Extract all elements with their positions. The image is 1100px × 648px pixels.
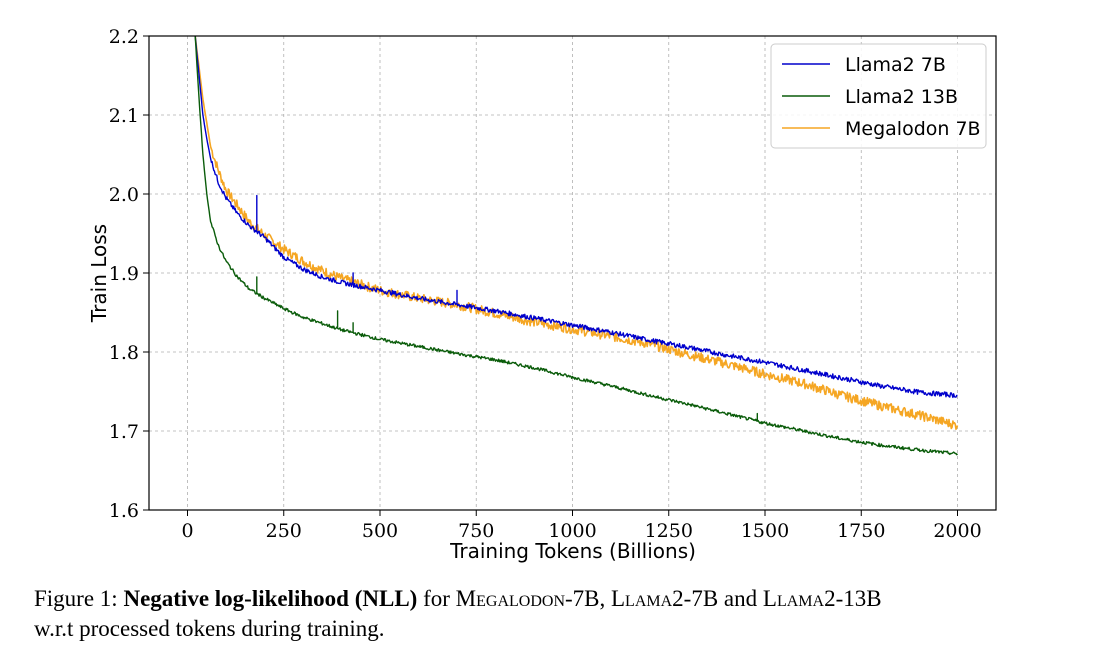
caption-text: 2-13B xyxy=(824,586,882,611)
x-tick-label: 250 xyxy=(266,520,302,542)
legend-label: Llama2 13B xyxy=(845,86,958,108)
caption-megalodon: Megalodon xyxy=(455,586,565,611)
tick-marks: 0 250 500 750 1000 1250 1500 1750 2000 1.6 1.7 1.8 1… xyxy=(109,26,982,542)
caption-line2: w.r.t processed tokens during training. xyxy=(34,616,385,641)
x-tick-label: 1750 xyxy=(837,520,885,542)
caption-llama: Llama xyxy=(762,586,825,611)
train-loss-chart: 0 250 500 750 1000 1250 1500 1750 2000 1.6 1.7 1.8 1… xyxy=(87,26,997,563)
x-tick-label: 750 xyxy=(458,520,494,542)
caption-bold: Negative log-likelihood (NLL) xyxy=(123,586,418,611)
series-line-llama2-7b xyxy=(194,36,958,399)
series-line-llama2-13b xyxy=(194,36,958,456)
legend-label: Megalodon 7B xyxy=(845,118,981,140)
y-tick-label: 1.8 xyxy=(109,342,139,364)
x-tick-label: 1500 xyxy=(741,520,789,542)
caption-prefix: Figure 1: xyxy=(34,586,124,611)
legend: Llama2 7B Llama2 13B Megalodon 7B xyxy=(770,43,987,149)
y-tick-label: 1.9 xyxy=(109,263,139,285)
y-axis-label: Train Loss xyxy=(87,224,111,323)
figure-caption: Figure 1: Negative log-likelihood (NLL) … xyxy=(34,584,1074,644)
y-tick-label: 2.2 xyxy=(109,26,139,48)
legend-label: Llama2 7B xyxy=(845,54,946,76)
y-tick-label: 2.1 xyxy=(109,105,139,127)
y-tick-label: 1.6 xyxy=(109,500,139,522)
x-tick-label: 1250 xyxy=(645,520,693,542)
caption-text: for xyxy=(417,586,456,611)
x-axis-label: Training Tokens (Billions) xyxy=(449,539,696,563)
series-layer xyxy=(194,36,959,456)
y-tick-label: 1.7 xyxy=(109,421,139,443)
y-tick-label: 2.0 xyxy=(109,184,139,206)
x-tick-label: 500 xyxy=(362,520,398,542)
x-tick-label: 1000 xyxy=(548,520,596,542)
x-tick-label: 0 xyxy=(181,520,193,542)
legend-box xyxy=(770,43,987,149)
caption-text: -7B, xyxy=(565,586,611,611)
caption-text: 2-7B and xyxy=(672,586,763,611)
x-tick-label: 2000 xyxy=(933,520,981,542)
series-line-megalodon-7b xyxy=(194,36,959,430)
caption-llama: Llama xyxy=(611,586,673,611)
